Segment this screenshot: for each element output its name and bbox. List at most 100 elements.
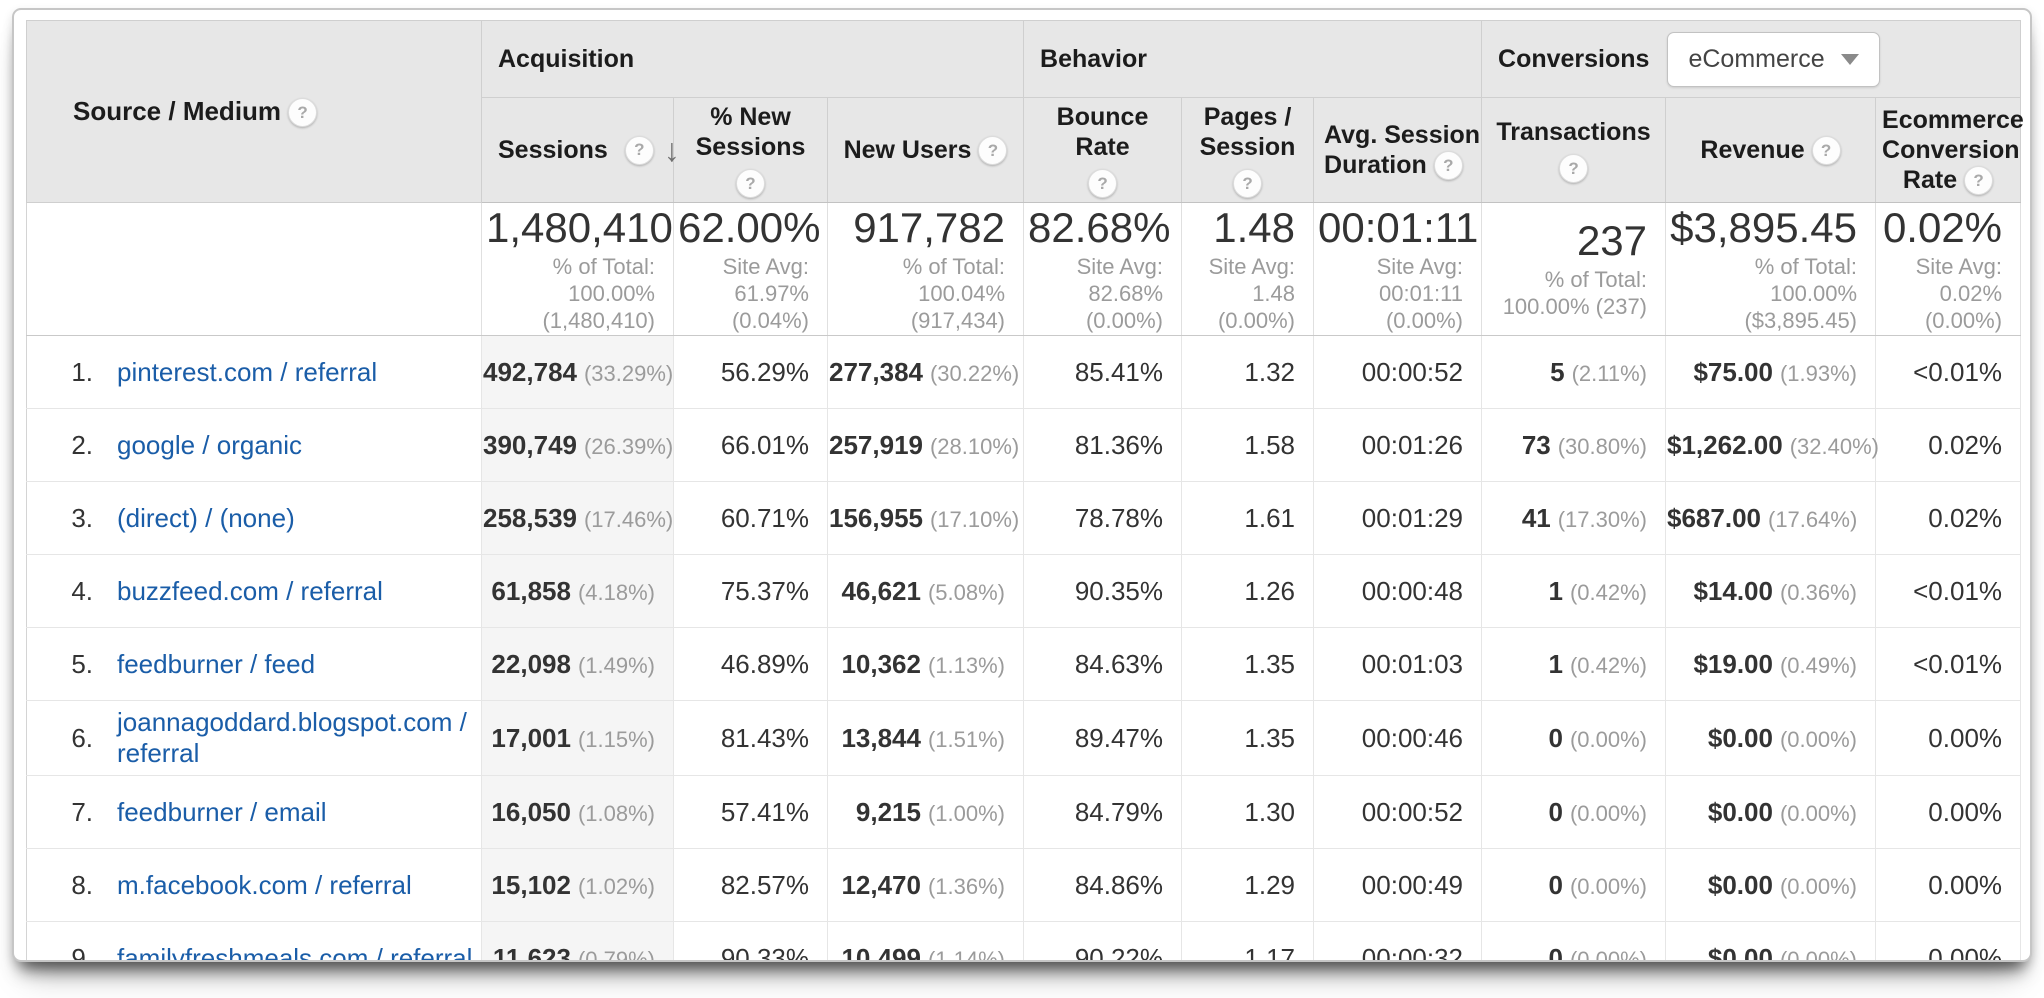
row-number: 4. — [71, 575, 93, 606]
source-medium-link[interactable]: google / organic — [117, 429, 303, 460]
help-icon[interactable]: ? — [978, 136, 1008, 166]
bounce-rate-cell: 90.22% — [1023, 921, 1183, 960]
row-number: 1. — [71, 356, 93, 387]
avg-session-duration-cell: 00:00:48 — [1313, 554, 1483, 628]
totals-row: 1,480,410 % of Total: 100.00% (1,480,410) … — [26, 202, 2022, 336]
conversions-goal-dropdown[interactable]: eCommerce — [1667, 31, 1880, 87]
new-sessions-cell: 46.89% — [673, 627, 828, 701]
new-users-cell: 9,215 (1.00%) — [826, 775, 1025, 849]
revenue-cell: $0.00 (0.00%) — [1665, 700, 1877, 776]
sessions-cell: 15,102 (1.02%) — [481, 848, 674, 922]
source-medium-cell: 8. m.facebook.com / referral — [26, 848, 482, 922]
group-label: Conversions — [1498, 44, 1650, 73]
transactions-cell: 1 (0.42%) — [1481, 554, 1667, 628]
source-medium-link[interactable]: feedburner / email — [117, 796, 327, 827]
new-sessions-cell: 82.57% — [673, 848, 828, 922]
bounce-rate-cell: 78.78% — [1023, 481, 1183, 555]
column-header-transactions[interactable]: Transactions ? — [1481, 97, 1667, 203]
column-header-avg-session-duration[interactable]: Avg. Session Duration? — [1313, 97, 1483, 203]
column-header-pages-session[interactable]: Pages / Session ? — [1181, 97, 1315, 203]
avg-session-duration-cell: 00:00:32 — [1313, 921, 1483, 960]
source-medium-link[interactable]: m.facebook.com / referral — [117, 869, 412, 900]
ecommerce-conversion-rate-cell: 0.00% — [1875, 700, 2022, 776]
totals-bounce-rate: 82.68% Site Avg: 82.68% (0.00%) — [1023, 202, 1183, 336]
help-icon[interactable]: ? — [288, 98, 318, 128]
bounce-rate-cell: 84.63% — [1023, 627, 1183, 701]
transactions-cell: 73 (30.80%) — [1481, 408, 1667, 482]
help-icon[interactable]: ? — [624, 135, 654, 165]
transactions-cell: 41 (17.30%) — [1481, 481, 1667, 555]
source-medium-link[interactable]: buzzfeed.com / referral — [117, 575, 383, 606]
column-header-sessions[interactable]: Sessions? ↓ — [481, 97, 680, 203]
row-number: 6. — [71, 722, 93, 753]
bounce-rate-cell: 81.36% — [1023, 408, 1183, 482]
new-sessions-cell: 57.41% — [673, 775, 828, 849]
help-icon[interactable]: ? — [1433, 151, 1463, 181]
group-label: Acquisition — [498, 44, 635, 73]
help-icon[interactable]: ? — [1811, 136, 1841, 166]
source-medium-cell: 5. feedburner / feed — [26, 627, 482, 701]
table-row: 1. pinterest.com / referral 492,784 (33.2… — [26, 335, 2022, 409]
totals-revenue: $3,895.45 % of Total: 100.00% ($3,895.45) — [1665, 202, 1877, 336]
row-number: 2. — [71, 429, 93, 460]
row-number: 3. — [71, 502, 93, 533]
new-users-cell: 277,384 (30.22%) — [826, 335, 1025, 409]
sessions-cell: 11,623 (0.79%) — [481, 921, 674, 960]
column-header-revenue[interactable]: Revenue? — [1665, 97, 1877, 203]
sessions-cell: 17,001 (1.15%) — [481, 700, 674, 776]
table-row: 8. m.facebook.com / referral 15,102 (1.02… — [26, 848, 2022, 922]
totals-ecommerce-conversion-rate: 0.02% Site Avg: 0.02% (0.00%) — [1875, 202, 2022, 336]
column-header-bounce-rate[interactable]: Bounce Rate ? — [1023, 97, 1183, 203]
pages-session-cell: 1.58 — [1181, 408, 1315, 482]
column-header-row: Sessions? ↓ % New Sessions ? New Users? … — [27, 97, 2024, 203]
help-icon[interactable]: ? — [1559, 154, 1589, 184]
revenue-cell: $0.00 (0.00%) — [1665, 921, 1877, 960]
source-medium-link[interactable]: (direct) / (none) — [117, 502, 295, 533]
help-icon[interactable]: ? — [1233, 169, 1263, 199]
bounce-rate-cell: 90.35% — [1023, 554, 1183, 628]
new-sessions-cell: 56.29% — [673, 335, 828, 409]
avg-session-duration-cell: 00:00:46 — [1313, 700, 1483, 776]
column-header-ecommerce-conversion-rate[interactable]: Ecommerce Conversion Rate? — [1875, 97, 2024, 203]
revenue-cell: $687.00 (17.64%) — [1665, 481, 1877, 555]
source-medium-link[interactable]: pinterest.com / referral — [117, 356, 378, 387]
group-header-row: Source / Medium? Acquisition Behavior Co… — [26, 20, 2022, 203]
bounce-rate-cell: 85.41% — [1023, 335, 1183, 409]
dimension-header-label: Source / Medium — [73, 95, 282, 126]
ecommerce-conversion-rate-cell: 0.00% — [1875, 921, 2022, 960]
source-medium-cell: 9. familyfreshmeals.com / referral — [26, 921, 482, 962]
new-sessions-cell: 81.43% — [673, 700, 828, 776]
avg-session-duration-cell: 00:01:26 — [1313, 408, 1483, 482]
totals-transactions: 237 % of Total: 100.00% (237) — [1481, 202, 1667, 336]
new-users-cell: 46,621 (5.08%) — [826, 554, 1025, 628]
sessions-cell: 258,539 (17.46%) — [481, 481, 674, 555]
ecommerce-conversion-rate-cell: 0.00% — [1875, 775, 2022, 849]
group-header-conversions: Conversions eCommerce — [1481, 20, 2022, 98]
new-sessions-cell: 90.33% — [673, 921, 828, 960]
source-medium-link[interactable]: joannagoddard.blogspot.com / referral — [117, 707, 467, 768]
pages-session-cell: 1.61 — [1181, 481, 1315, 555]
dimension-header-source-medium[interactable]: Source / Medium? — [26, 20, 482, 203]
source-medium-cell: 6. joannagoddard.blogspot.com / referral — [26, 700, 482, 776]
help-icon[interactable]: ? — [1964, 166, 1994, 196]
table-row: 5. feedburner / feed 22,098 (1.49%) 46.89… — [26, 627, 2022, 701]
help-icon[interactable]: ? — [1088, 169, 1118, 199]
bounce-rate-cell: 89.47% — [1023, 700, 1183, 776]
sessions-cell: 22,098 (1.49%) — [481, 627, 674, 701]
row-number: 5. — [71, 648, 93, 679]
pages-session-cell: 1.35 — [1181, 700, 1315, 776]
sessions-cell: 492,784 (33.29%) — [481, 335, 674, 409]
column-header-new-sessions[interactable]: % New Sessions ? — [673, 97, 828, 203]
column-header-new-users[interactable]: New Users? — [826, 97, 1025, 203]
group-header-acquisition: Acquisition — [480, 20, 1025, 98]
row-number: 7. — [71, 796, 93, 827]
pages-session-cell: 1.29 — [1181, 848, 1315, 922]
source-medium-cell: 1. pinterest.com / referral — [26, 335, 482, 409]
source-medium-link[interactable]: feedburner / feed — [117, 648, 316, 679]
source-medium-link[interactable]: familyfreshmeals.com / referral — [117, 942, 473, 962]
help-icon[interactable]: ? — [736, 169, 765, 199]
revenue-cell: $75.00 (1.93%) — [1665, 335, 1877, 409]
ecommerce-conversion-rate-cell: <0.01% — [1875, 335, 2022, 409]
transactions-cell: 0 (0.00%) — [1481, 848, 1667, 922]
ecommerce-conversion-rate-cell: <0.01% — [1875, 627, 2022, 701]
